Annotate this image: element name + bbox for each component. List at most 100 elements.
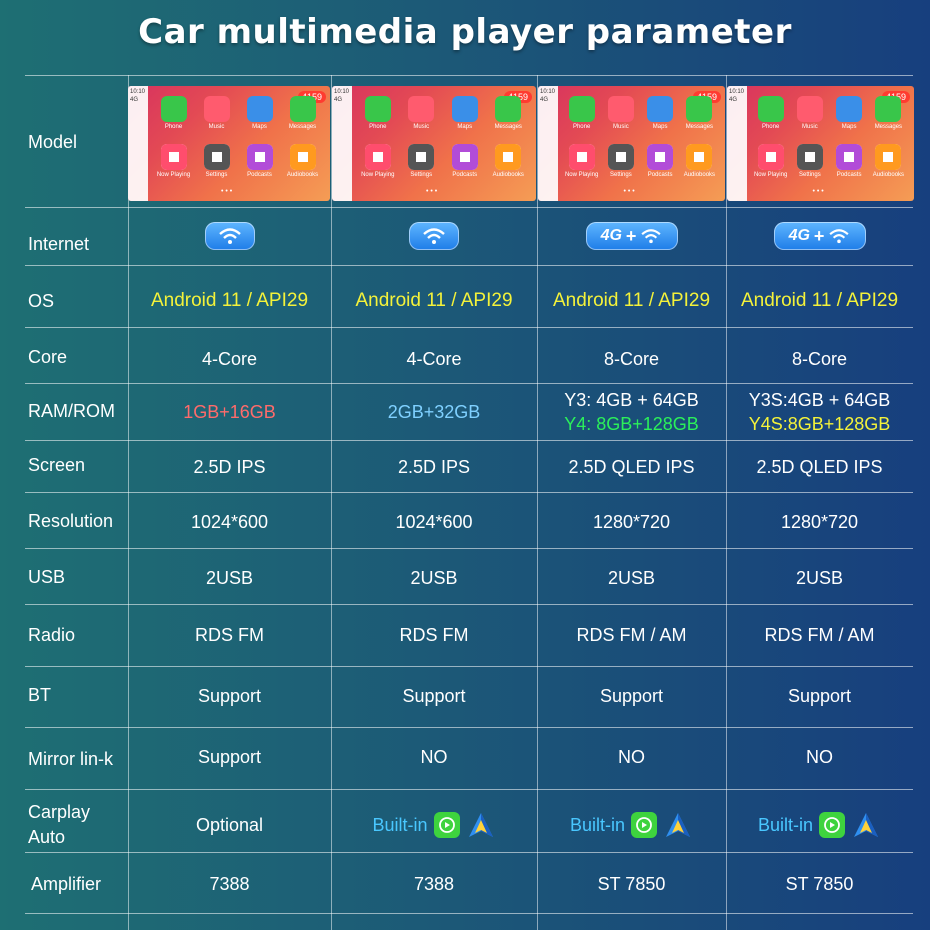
wifi-icon — [423, 228, 445, 244]
dock-sidebar — [128, 86, 148, 201]
row-label-model: Model — [28, 132, 78, 152]
app-label: Maps — [252, 124, 267, 130]
status-signal: 4G — [130, 97, 139, 103]
spec-value: 4-Core — [406, 349, 462, 369]
app-icon — [607, 144, 634, 170]
spec-cell: Optional — [128, 802, 331, 848]
divider — [25, 789, 913, 790]
app-label: Now Playing — [564, 172, 599, 178]
status-time: 10:10 — [130, 89, 146, 95]
row-label-carplay: Carplay Auto — [28, 802, 91, 847]
spec-cell: Android 11 / API29 — [537, 281, 726, 321]
wifi-icon — [641, 229, 662, 244]
home-screen-preview: 10:104G4159PhoneMusicMapsMessagesNow Pla… — [727, 86, 914, 201]
builtin-group: Built-in — [570, 810, 693, 840]
divider — [25, 548, 913, 549]
spec-cell: 1024*600 — [331, 500, 537, 544]
os-value: Android 11 / API29 — [355, 290, 513, 311]
app-icon — [160, 96, 187, 122]
app-icon — [364, 144, 391, 170]
app-icon — [757, 96, 784, 122]
app-label: Settings — [205, 172, 228, 178]
spec-cell: Built-in — [537, 802, 726, 848]
spec-value: Support — [787, 686, 852, 706]
builtin-label: Built-in — [569, 815, 626, 835]
divider — [25, 207, 913, 208]
spec-cell: 4-Core — [128, 337, 331, 381]
plus-icon: + — [625, 226, 637, 246]
app-label: Maps — [652, 124, 668, 130]
dock-sidebar — [332, 86, 352, 201]
spec-cell: 8-Core — [726, 337, 913, 381]
app-label: Phone — [572, 124, 591, 130]
page-dots: • • • — [812, 188, 824, 195]
app-label: Music — [802, 124, 818, 130]
app-icon — [875, 96, 902, 122]
ram-value: Y3S:4GB + 64GB — [748, 390, 891, 410]
spec-cell: 1GB+16GB — [128, 387, 331, 437]
spec-cell: Android 11 / API29 — [331, 281, 537, 321]
spec-value: Support — [402, 686, 466, 706]
app-label: Messages — [494, 124, 522, 130]
spec-value: 1024*600 — [190, 512, 269, 532]
status-signal: 4G — [729, 97, 738, 103]
spec-value: 1280*720 — [592, 512, 671, 532]
app-label: Podcasts — [247, 172, 272, 178]
carplay-icon — [433, 812, 460, 838]
app-label: Audiobooks — [683, 172, 716, 178]
app-icon — [203, 144, 230, 170]
app-icon — [836, 144, 863, 170]
spec-cell: 2USB — [128, 556, 331, 600]
spec-value: 7388 — [413, 874, 455, 894]
app-icon — [246, 96, 273, 122]
wifi-icon — [218, 228, 241, 244]
internet-cell: 4G + — [537, 214, 726, 258]
spec-cell: Y3S:4GB + 64GB Y4S:8GB+128GB — [726, 387, 913, 437]
spec-cell: 2GB+32GB — [331, 387, 537, 437]
builtin-group: Built-in — [758, 810, 881, 840]
app-label: Messages — [288, 124, 317, 130]
spec-value: 7388 — [209, 874, 250, 894]
4g-label: 4G — [788, 227, 810, 244]
spec-cell: RDS FM / AM — [726, 612, 913, 658]
app-label: Phone — [164, 124, 183, 130]
spec-cell: 2.5D IPS — [128, 447, 331, 487]
app-icon — [408, 96, 435, 122]
os-value: Android 11 / API29 — [150, 290, 309, 311]
home-screen-preview: 10:104G4159PhoneMusicMapsMessagesNow Pla… — [332, 86, 536, 201]
row-label-amplifier: Amplifier — [31, 874, 102, 894]
wifi-badge — [409, 222, 459, 250]
spec-cell: 2USB — [331, 556, 537, 600]
app-label: Maps — [457, 124, 473, 130]
spec-value: NO — [806, 747, 833, 767]
app-icon — [757, 144, 784, 170]
app-icon — [796, 96, 823, 122]
4g-label: 4G — [600, 227, 622, 244]
app-icon — [568, 144, 595, 170]
ram-value: 1GB+16GB — [183, 402, 276, 422]
spec-cell: Built-in — [726, 802, 913, 848]
app-icon — [246, 144, 273, 170]
row-label-bt: BT — [28, 685, 52, 705]
carplay-icon — [631, 812, 658, 838]
spec-cell: 8-Core — [537, 337, 726, 381]
spec-cell: RDS FM — [331, 612, 537, 658]
dock-sidebar — [538, 86, 558, 201]
app-icon — [289, 144, 316, 170]
spec-cell: Support — [128, 672, 331, 720]
android-auto-icon — [663, 810, 693, 840]
spec-value: 8-Core — [603, 349, 660, 369]
builtin-label: Built-in — [372, 815, 428, 835]
spec-cell: ST 7850 — [537, 862, 726, 906]
internet-cell — [331, 214, 537, 258]
4g-wifi-badge: 4G + — [773, 222, 866, 250]
row-label-mirror: Mirror lin-k — [28, 749, 113, 769]
status-time: 10:10 — [540, 89, 556, 95]
status-time: 10:10 — [729, 89, 745, 95]
app-label: Messages — [685, 124, 714, 130]
app-label: Phone — [761, 124, 780, 130]
app-icon — [289, 96, 316, 122]
app-icon — [364, 96, 391, 122]
row-label-os: OS — [28, 291, 55, 311]
ram-value: Y3: 4GB + 64GB — [564, 390, 699, 410]
